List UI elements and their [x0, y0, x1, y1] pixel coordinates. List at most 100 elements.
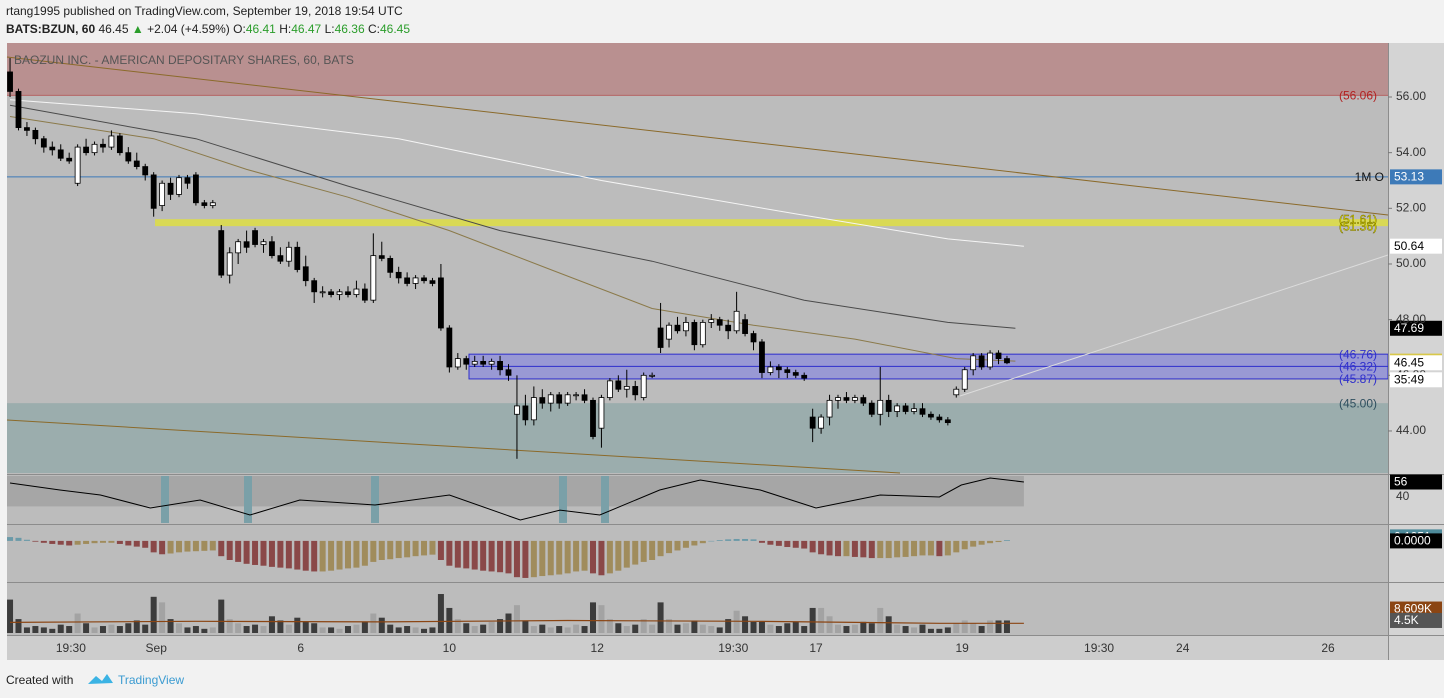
- x-tick-label: 17: [809, 641, 823, 655]
- histogram-bar: [387, 540, 394, 560]
- candle-body: [201, 202, 208, 206]
- volume-bar: [699, 624, 706, 633]
- candle-body: [74, 146, 81, 184]
- histogram-bar: [640, 540, 647, 562]
- volume-bar: [927, 628, 934, 633]
- volume-bar: [361, 621, 368, 633]
- volume-bar: [404, 626, 411, 633]
- volume-bar: [66, 626, 73, 633]
- candle-body: [83, 146, 89, 154]
- volume-bar: [344, 626, 351, 633]
- x-tick-label: 19:30: [1084, 641, 1114, 655]
- candle-body: [995, 352, 1002, 360]
- histogram-bar: [589, 540, 596, 574]
- histogram-bar: [818, 540, 825, 555]
- histogram-bar: [167, 540, 174, 554]
- candle-body: [902, 405, 909, 412]
- footer-brand[interactable]: TradingView: [118, 673, 184, 687]
- histogram-bar: [235, 540, 242, 562]
- candle-body: [505, 369, 512, 376]
- trend-line: [959, 254, 1389, 397]
- candle-body: [57, 149, 64, 159]
- candle-body: [911, 408, 917, 412]
- histogram-bar: [319, 540, 326, 572]
- histogram-bar: [513, 540, 520, 578]
- last-price: 46.45: [98, 22, 128, 36]
- candle-body: [818, 416, 825, 429]
- volume-bar: [23, 627, 30, 633]
- candle-body: [674, 324, 681, 332]
- candle-body: [708, 319, 715, 323]
- volume-bar: [539, 624, 546, 633]
- histogram-bar: [201, 540, 208, 551]
- candle-body: [868, 402, 875, 415]
- candle-body: [480, 360, 487, 365]
- histogram-bar: [226, 540, 233, 560]
- candle-body: [978, 355, 985, 368]
- volume-bar: [919, 624, 926, 633]
- candle-body: [387, 258, 394, 273]
- tradingview-logo[interactable]: [88, 674, 113, 684]
- histogram-bar: [725, 539, 732, 541]
- volume-bar: [235, 623, 242, 633]
- time-axis-background: [7, 636, 1388, 660]
- candle-body: [218, 230, 225, 276]
- volume-bar: [801, 626, 808, 633]
- histogram-bar: [860, 540, 867, 558]
- ohlc-value: 46.41: [246, 22, 276, 36]
- change-arrow: ▲: [132, 22, 144, 36]
- last-price-label: 46.45: [1394, 355, 1424, 369]
- volume-bar: [454, 619, 461, 633]
- candle-body: [497, 360, 503, 371]
- level-label: (45.00): [1339, 396, 1377, 410]
- plot: [7, 58, 1024, 633]
- volume-bar: [775, 626, 782, 633]
- histogram-bar: [530, 540, 537, 578]
- candle-body: [767, 366, 774, 373]
- histogram-bar: [421, 540, 428, 556]
- volume-bar: [953, 623, 960, 633]
- candle-body: [522, 405, 529, 421]
- volume-bar: [834, 624, 841, 633]
- histogram-bar: [666, 540, 673, 554]
- volume-bar: [589, 602, 596, 633]
- histogram-bar: [953, 540, 960, 553]
- histogram-bar: [83, 540, 90, 544]
- histogram-bar: [970, 540, 977, 547]
- histogram-bar: [488, 540, 495, 572]
- histogram-bar: [108, 540, 115, 543]
- price-axis-background: [1388, 43, 1444, 660]
- volume-bar: [598, 605, 605, 633]
- candle-body: [683, 322, 689, 332]
- ohlc-key: L:: [325, 22, 335, 36]
- histogram-bar: [961, 540, 968, 550]
- histogram-bar: [775, 540, 782, 546]
- volume-bar: [159, 602, 166, 633]
- y-tick-label: 48.00: [1396, 312, 1426, 326]
- candle-body: [150, 174, 157, 209]
- x-tick-label: 24: [1176, 641, 1190, 655]
- histogram-bar: [218, 540, 225, 557]
- histogram-bar: [471, 540, 478, 570]
- histogram-bar: [66, 540, 73, 546]
- histogram-bar: [142, 540, 149, 548]
- candle-body: [209, 202, 216, 206]
- candle-body: [24, 127, 30, 131]
- histogram-bar: [843, 540, 850, 557]
- x-tick-label: Sep: [146, 641, 168, 655]
- indicator-value-label-box: [1390, 601, 1442, 617]
- rsi-highlight: [161, 476, 169, 523]
- histogram-bar: [995, 540, 1002, 543]
- y-tick-label: 56.00: [1396, 89, 1426, 103]
- volume-bar: [682, 623, 689, 633]
- histogram-bar: [243, 540, 250, 564]
- symbol-line: BATS:BZUN, 60 46.45 ▲ +2.04 (+4.59%) O:4…: [6, 22, 410, 36]
- volume-bar: [49, 628, 56, 633]
- histogram-bar: [682, 540, 689, 548]
- candle-body: [581, 394, 588, 401]
- histogram-bar: [150, 540, 157, 553]
- candle-body: [590, 399, 596, 437]
- histogram-bar: [632, 540, 639, 565]
- histogram-bar: [547, 540, 554, 576]
- candle-body: [556, 394, 563, 404]
